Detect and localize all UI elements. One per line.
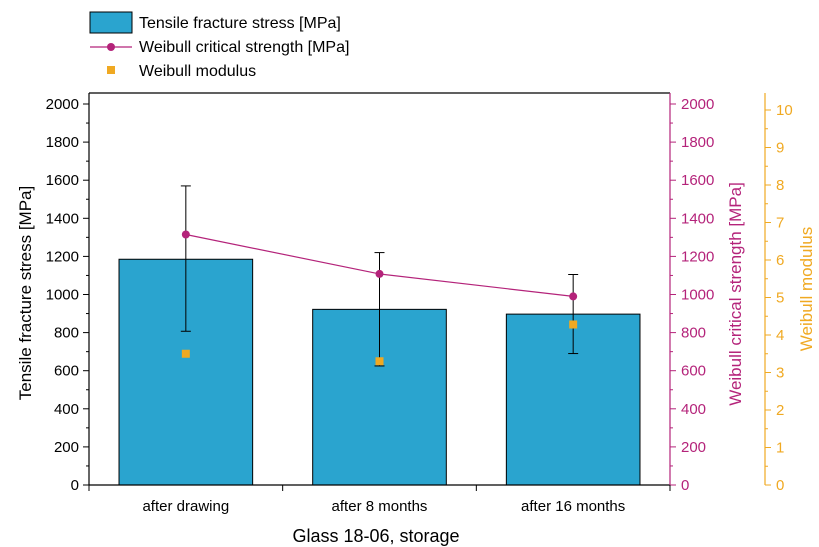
legend-swatch-tensile <box>89 11 133 34</box>
far-right-tick-label: 10 <box>776 102 793 119</box>
legend-marker-weibull-strength <box>107 43 115 51</box>
far-right-tick-label: 9 <box>776 140 784 157</box>
right-tick-label: 1200 <box>681 248 714 265</box>
left-tick-label: 200 <box>54 439 79 456</box>
right-tick-label: 0 <box>681 477 689 494</box>
far-right-tick-label: 0 <box>776 477 784 494</box>
right-tick-label: 200 <box>681 439 706 456</box>
right-tick-label: 1600 <box>681 172 714 189</box>
right-tick-label: 800 <box>681 325 706 342</box>
left-tick-label: 600 <box>54 363 79 380</box>
left-tick-label: 1800 <box>46 134 79 151</box>
legend-label-tensile: Tensile fracture stress [MPa] <box>139 15 341 32</box>
left-tick-label: 1400 <box>46 210 79 227</box>
axes-layer: 0200400600800100012001400160018002000020… <box>16 92 816 546</box>
y-axis-title: Tensile fracture stress [MPa] <box>16 186 35 400</box>
left-tick-label: 2000 <box>46 96 79 113</box>
legend-marker-weibull-modulus <box>107 66 115 74</box>
far-right-tick-label: 3 <box>776 365 784 382</box>
weibull-modulus-point-2 <box>375 357 384 366</box>
legend: Tensile fracture stress [MPa] Weibull cri… <box>89 11 349 80</box>
legend-label-weibull-modulus: Weibull modulus <box>139 63 256 80</box>
left-tick-label: 1600 <box>46 172 79 189</box>
y3-axis-title: Weibull modulus <box>797 227 816 351</box>
far-right-tick-label: 5 <box>776 290 784 307</box>
far-right-tick-label: 6 <box>776 252 784 269</box>
far-right-tick-label: 7 <box>776 215 784 232</box>
left-tick-label: 1000 <box>46 287 79 304</box>
weibull-strength-point-1 <box>181 230 190 239</box>
left-tick-label: 400 <box>54 401 79 418</box>
x-tick-label: after drawing <box>142 498 229 515</box>
right-tick-label: 1800 <box>681 134 714 151</box>
x-tick-label: after 16 months <box>521 498 625 515</box>
left-tick-label: 1200 <box>46 248 79 265</box>
right-tick-label: 600 <box>681 363 706 380</box>
left-tick-label: 0 <box>71 477 79 494</box>
x-tick-label: after 8 months <box>332 498 428 515</box>
far-right-tick-label: 2 <box>776 402 784 419</box>
right-tick-label: 1000 <box>681 287 714 304</box>
right-tick-label: 1400 <box>681 210 714 227</box>
far-right-tick-label: 8 <box>776 177 784 194</box>
weibull-strength-point-2 <box>375 269 384 278</box>
right-tick-label: 400 <box>681 401 706 418</box>
weibull-strength-layer <box>181 230 578 301</box>
weibull-modulus-layer <box>181 320 578 366</box>
far-right-tick-label: 1 <box>776 440 784 457</box>
weibull-strength-point-3 <box>569 292 578 301</box>
legend-label-weibull-strength: Weibull critical strength [MPa] <box>139 39 349 56</box>
left-tick-label: 800 <box>54 325 79 342</box>
weibull-modulus-point-3 <box>569 320 578 329</box>
x-axis-title: Glass 18-06, storage <box>292 526 459 546</box>
far-right-tick-label: 4 <box>776 327 784 344</box>
right-tick-label: 2000 <box>681 96 714 113</box>
y2-axis-title: Weibull critical strength [MPa] <box>726 182 745 406</box>
weibull-modulus-point-1 <box>181 349 190 358</box>
